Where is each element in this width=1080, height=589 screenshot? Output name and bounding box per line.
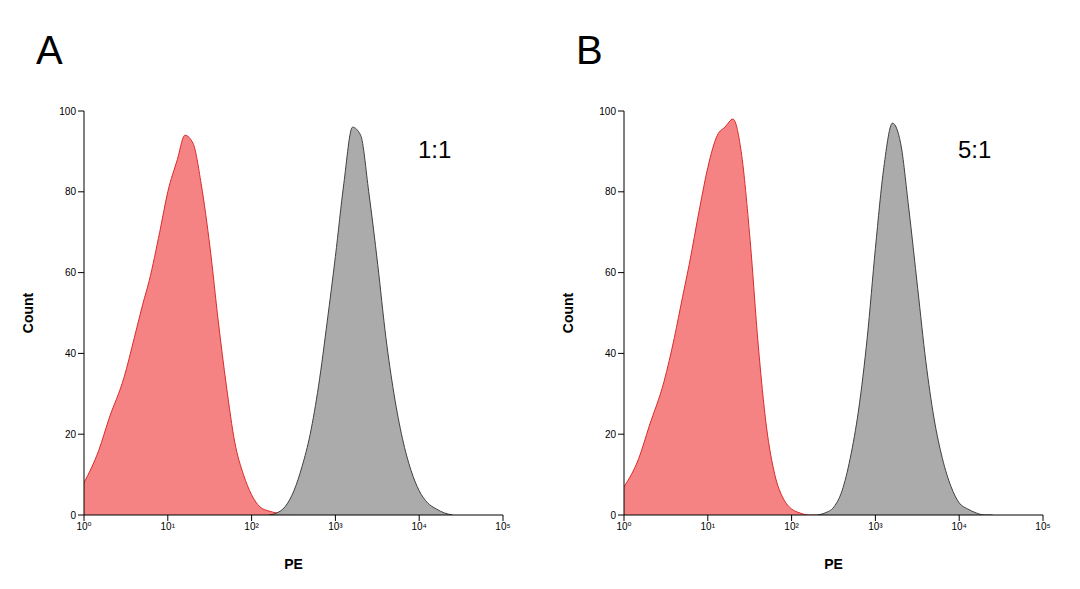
svg-text:60: 60 bbox=[605, 267, 617, 278]
svg-text:10⁰: 10⁰ bbox=[76, 521, 91, 532]
svg-text:40: 40 bbox=[65, 348, 77, 359]
svg-text:20: 20 bbox=[65, 429, 77, 440]
html-text:1:1: 1:1 bbox=[418, 136, 452, 163]
svg-text:PE: PE bbox=[824, 556, 843, 572]
svg-text:10⁵: 10⁵ bbox=[495, 521, 510, 532]
svg-text:40: 40 bbox=[605, 348, 617, 359]
svg-text:80: 80 bbox=[65, 186, 77, 197]
svg-text:10⁴: 10⁴ bbox=[951, 521, 966, 532]
html-text:B: B bbox=[576, 28, 603, 72]
svg-text:10⁴: 10⁴ bbox=[411, 521, 426, 532]
svg-text:PE: PE bbox=[284, 556, 303, 572]
svg-text:100: 100 bbox=[59, 106, 76, 117]
svg-text:Count: Count bbox=[20, 292, 36, 333]
svg-text:10¹: 10¹ bbox=[701, 521, 716, 532]
svg-text:20: 20 bbox=[605, 429, 617, 440]
svg-text:10³: 10³ bbox=[328, 521, 343, 532]
svg-text:10⁵: 10⁵ bbox=[1035, 521, 1050, 532]
svg-text:Count: Count bbox=[560, 292, 576, 333]
svg-text:10¹: 10¹ bbox=[161, 521, 176, 532]
svg-text:100: 100 bbox=[599, 106, 616, 117]
svg-text:0: 0 bbox=[70, 510, 76, 521]
svg-text:60: 60 bbox=[65, 267, 77, 278]
svg-text:0: 0 bbox=[610, 510, 616, 521]
svg-text:10³: 10³ bbox=[868, 521, 883, 532]
html-text:A: A bbox=[36, 28, 63, 72]
svg-text:10⁰: 10⁰ bbox=[616, 521, 631, 532]
svg-text:80: 80 bbox=[605, 186, 617, 197]
svg-text:10²: 10² bbox=[784, 521, 799, 532]
html-text:5:1: 5:1 bbox=[958, 136, 992, 163]
svg-text:10²: 10² bbox=[244, 521, 259, 532]
